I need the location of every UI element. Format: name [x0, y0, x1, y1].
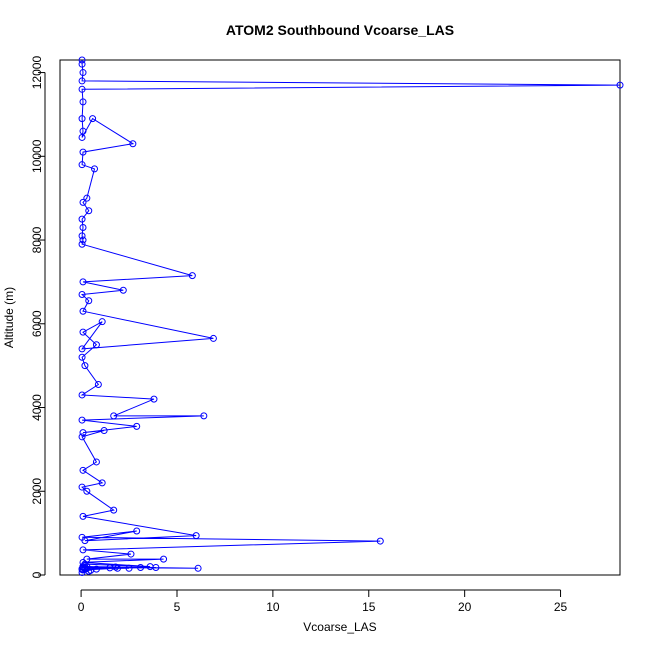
data-point	[79, 98, 87, 106]
data-point	[79, 429, 87, 437]
data-point	[78, 568, 86, 576]
data-point	[78, 345, 86, 353]
data-series	[78, 56, 624, 576]
data-point	[129, 140, 137, 148]
x-tick-label: 0	[78, 600, 85, 614]
data-point	[150, 395, 158, 403]
data-point	[79, 69, 87, 77]
data-point	[89, 115, 97, 123]
data-point	[78, 133, 86, 141]
data-point	[78, 60, 86, 68]
data-point	[188, 272, 196, 280]
x-axis: 0 5 10 15 20 25	[78, 589, 568, 614]
data-point	[78, 533, 86, 541]
data-point	[100, 427, 108, 435]
y-tick-label: 2000	[30, 478, 44, 505]
data-point	[78, 353, 86, 361]
plot-frame	[59, 59, 621, 576]
data-point	[127, 550, 135, 558]
data-point	[85, 207, 93, 215]
data-point	[79, 236, 87, 244]
data-point	[78, 483, 86, 491]
data-point	[85, 297, 93, 305]
data-point	[83, 487, 91, 495]
data-point	[81, 362, 89, 370]
data-point	[91, 165, 99, 173]
y-tick-label: 6000	[30, 310, 44, 337]
chart-title: ATOM2 Southbound Vcoarse_LAS	[226, 22, 454, 38]
data-point	[79, 512, 87, 520]
data-point	[78, 77, 86, 85]
x-tick-label: 5	[174, 600, 181, 614]
y-axis-label: Altitude (m)	[2, 287, 16, 348]
data-point	[92, 458, 100, 466]
x-tick-label: 15	[362, 600, 376, 614]
data-point	[125, 564, 133, 572]
data-point	[209, 334, 217, 342]
data-point	[78, 85, 86, 93]
data-point	[78, 290, 86, 298]
data-point	[79, 546, 87, 554]
data-point	[94, 380, 102, 388]
data-point	[119, 286, 127, 294]
data-point	[79, 466, 87, 474]
data-point	[200, 412, 208, 420]
data-point	[79, 223, 87, 231]
data-point	[78, 391, 86, 399]
data-point	[152, 563, 160, 571]
x-tick-label: 10	[266, 600, 280, 614]
data-point	[78, 161, 86, 169]
x-tick-label: 20	[458, 600, 472, 614]
data-point	[78, 240, 86, 248]
x-tick-label: 25	[554, 600, 568, 614]
data-point	[376, 537, 384, 545]
y-tick-label: 10000	[30, 139, 44, 173]
data-point	[114, 564, 122, 572]
data-point	[85, 567, 93, 575]
data-point	[137, 563, 145, 571]
data-point	[92, 341, 100, 349]
y-tick-label: 4000	[30, 394, 44, 421]
y-tick-label: 12000	[30, 56, 44, 90]
data-point	[98, 318, 106, 326]
data-point	[79, 148, 87, 156]
data-point	[160, 555, 168, 563]
data-point	[79, 278, 87, 286]
data-point	[133, 527, 141, 535]
y-tick-label: 0	[30, 571, 44, 578]
data-point	[83, 194, 91, 202]
data-point	[78, 416, 86, 424]
data-point	[194, 564, 202, 572]
data-point	[98, 479, 106, 487]
data-point	[79, 328, 87, 336]
data-point	[79, 307, 87, 315]
data-point	[78, 215, 86, 223]
y-axis: 0 2000 4000 6000 8000 10000 12000	[30, 56, 46, 578]
data-point	[78, 115, 86, 123]
y-tick-label: 8000	[30, 226, 44, 253]
data-point	[192, 532, 200, 540]
x-axis-label: Vcoarse_LAS	[303, 620, 376, 634]
data-point	[78, 433, 86, 441]
data-point	[106, 564, 114, 572]
data-point	[616, 81, 624, 89]
data-point	[78, 232, 86, 240]
data-point	[78, 56, 86, 64]
data-point	[133, 422, 141, 430]
data-point	[110, 412, 118, 420]
data-point	[110, 506, 118, 514]
data-point	[79, 198, 87, 206]
